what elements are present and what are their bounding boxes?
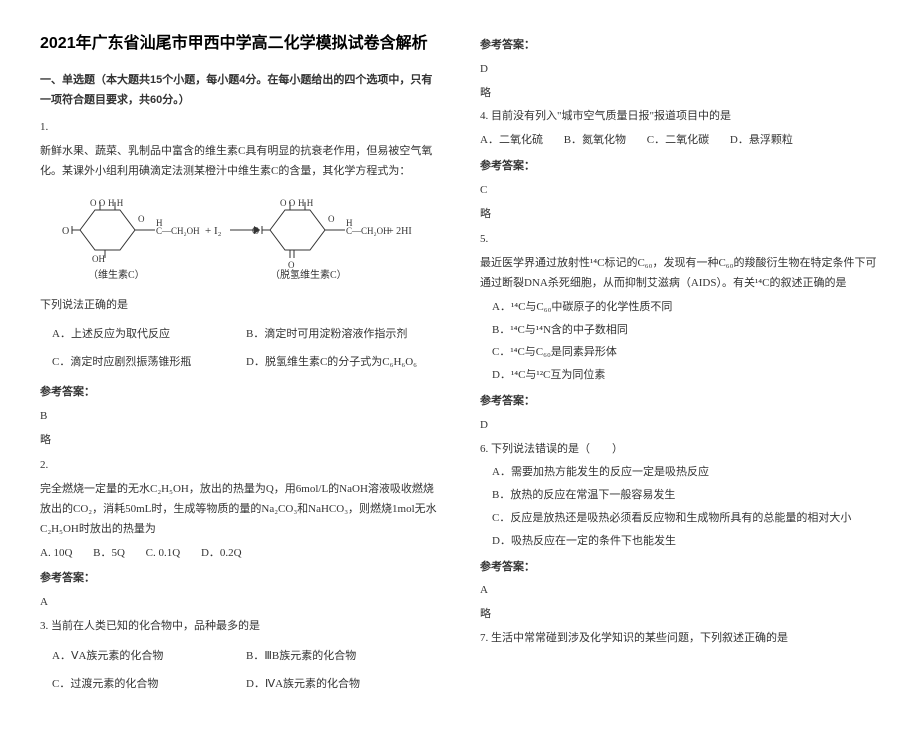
page-title: 2021年广东省汕尾市甲西中学高二化学模拟试卷含解析 bbox=[40, 30, 440, 59]
q5-number: 5. bbox=[480, 230, 880, 250]
q5-opt-d: D．¹⁴C与¹²C互为同位素 bbox=[492, 366, 892, 386]
q5-ans-head: 参考答案： bbox=[480, 392, 880, 412]
svg-text:O: O bbox=[252, 226, 259, 237]
q4-opt-d: D．悬浮颗粒 bbox=[730, 134, 793, 146]
svg-text:C—CH₂OH: C—CH₂OH bbox=[156, 226, 200, 236]
q3-opt-d: D．ⅣA族元素的化合物 bbox=[246, 675, 440, 695]
q4-opt-b: B．氮氧化物 bbox=[564, 134, 626, 146]
svg-text:O: O bbox=[138, 214, 145, 224]
q4-options: A．二氧化硫 B．氮氧化物 C．二氧化碳 D．悬浮颗粒 bbox=[480, 131, 880, 151]
q4-note: 略 bbox=[480, 205, 880, 225]
q4-opt-c: C．二氧化碳 bbox=[647, 134, 709, 146]
q1-note: 略 bbox=[40, 431, 440, 451]
q6-opt-a: A．需要加热方能发生的反应一定是吸热反应 bbox=[492, 463, 892, 483]
q2-text: 完全燃烧一定量的无水C₂H₅OH，放出的热量为Q，用6mol/L的NaOH溶液吸… bbox=[40, 480, 440, 539]
q5-opt-b: B．¹⁴C与¹⁴N含的中子数相同 bbox=[492, 321, 892, 341]
svg-text:O: O bbox=[62, 226, 69, 237]
q3-ans: D bbox=[480, 60, 880, 80]
svg-text:OH: OH bbox=[92, 254, 105, 264]
q2-opt-c: C. 0.1Q bbox=[146, 547, 181, 559]
q3-options: A．ⅤA族元素的化合物 B．ⅢB族元素的化合物 C．过渡元素的化合物 D．ⅣA族… bbox=[52, 643, 440, 699]
svg-text:+ I₂: + I₂ bbox=[205, 225, 222, 237]
q5-opt-c: C．¹⁴C与C₆₀是同素异形体 bbox=[492, 343, 892, 363]
svg-text:+ 2HI: + 2HI bbox=[388, 226, 412, 237]
q3-opt-b: B．ⅢB族元素的化合物 bbox=[246, 647, 440, 667]
svg-text:O: O bbox=[288, 260, 295, 270]
svg-text:O: O bbox=[328, 214, 335, 224]
section-heading: 一、单选题（本大题共15个小题，每小题4分。在每小题给出的四个选项中，只有一项符… bbox=[40, 71, 440, 111]
q2-opt-b: B．5Q bbox=[93, 547, 125, 559]
q1-text-1: 新鲜水果、蔬菜、乳制品中富含的维生素C具有明显的抗衰老作用，但易被空气氧化。某课… bbox=[40, 142, 440, 182]
q3-note: 略 bbox=[480, 84, 880, 104]
q1-number: 1. bbox=[40, 118, 440, 138]
q5-text: 最近医学界通过放射性¹⁴C标记的C₆₀，发现有一种C₆₀的羧酸衍生物在特定条件下… bbox=[480, 254, 880, 294]
left-column: 2021年广东省汕尾市甲西中学高二化学模拟试卷含解析 一、单选题（本大题共15个… bbox=[40, 30, 440, 704]
q6-opt-b: B．放热的反应在常温下一般容易发生 bbox=[492, 486, 892, 506]
q1-opt-b: B．滴定时可用淀粉溶液作指示剂 bbox=[246, 325, 440, 345]
q6-ans-head: 参考答案： bbox=[480, 558, 880, 578]
q3-ans-head: 参考答案： bbox=[480, 36, 880, 56]
q3-opt-c: C．过渡元素的化合物 bbox=[52, 675, 246, 695]
svg-text:O O: O O bbox=[280, 198, 296, 208]
q2-ans: A bbox=[40, 593, 440, 613]
q1-reaction-diagram: O O O H H O H H O C—CH₂OH + I₂ bbox=[60, 190, 440, 288]
q5-opt-a: A．¹⁴C与C₆₀中碳原子的化学性质不同 bbox=[492, 298, 892, 318]
q4-ans-head: 参考答案： bbox=[480, 157, 880, 177]
q4-text: 4. 目前没有列入"城市空气质量日报"报道项目中的是 bbox=[480, 107, 880, 127]
q6-opt-c: C．反应是放热还是吸热必须看反应物和生成物所具有的总能量的相对大小 bbox=[492, 509, 892, 529]
diagram-label-left: （维生素C） bbox=[88, 268, 145, 280]
q4-opt-a: A．二氧化硫 bbox=[480, 134, 543, 146]
q6-note: 略 bbox=[480, 605, 880, 625]
q2-number: 2. bbox=[40, 456, 440, 476]
q1-opt-a: A．上述反应为取代反应 bbox=[52, 325, 246, 345]
svg-text:O O: O O bbox=[90, 198, 106, 208]
q6-ans: A bbox=[480, 581, 880, 601]
q7-text: 7. 生活中常常碰到涉及化学知识的某些问题，下列叙述正确的是 bbox=[480, 629, 880, 649]
q6-opt-d: D．吸热反应在一定的条件下也能发生 bbox=[492, 532, 892, 552]
q2-options: A. 10Q B．5Q C. 0.1Q D．0.2Q bbox=[40, 544, 440, 564]
diagram-label-right: （脱氢维生素C） bbox=[270, 268, 347, 280]
svg-text:H H: H H bbox=[108, 198, 124, 208]
q1-opt-d: D．脱氢维生素C的分子式为C₆H₆O₆ bbox=[246, 353, 440, 373]
q1-ans-head: 参考答案： bbox=[40, 383, 440, 403]
svg-text:C—CH₂OH: C—CH₂OH bbox=[346, 226, 390, 236]
right-column: 参考答案： D 略 4. 目前没有列入"城市空气质量日报"报道项目中的是 A．二… bbox=[480, 30, 880, 704]
q5-ans: D bbox=[480, 416, 880, 436]
q2-opt-d: D．0.2Q bbox=[201, 547, 242, 559]
q1-text-2: 下列说法正确的是 bbox=[40, 296, 440, 316]
q1-ans: B bbox=[40, 407, 440, 427]
q2-opt-a: A. 10Q bbox=[40, 547, 72, 559]
q1-options: A．上述反应为取代反应 B．滴定时可用淀粉溶液作指示剂 C．滴定时应剧烈振荡锥形… bbox=[52, 321, 440, 377]
q3-opt-a: A．ⅤA族元素的化合物 bbox=[52, 647, 246, 667]
q1-opt-c: C．滴定时应剧烈振荡锥形瓶 bbox=[52, 353, 246, 373]
q3-text: 3. 当前在人类已知的化合物中，品种最多的是 bbox=[40, 617, 440, 637]
q4-ans: C bbox=[480, 181, 880, 201]
q2-ans-head: 参考答案： bbox=[40, 569, 440, 589]
q6-text: 6. 下列说法错误的是（ ） bbox=[480, 440, 880, 460]
svg-text:H H: H H bbox=[298, 198, 314, 208]
